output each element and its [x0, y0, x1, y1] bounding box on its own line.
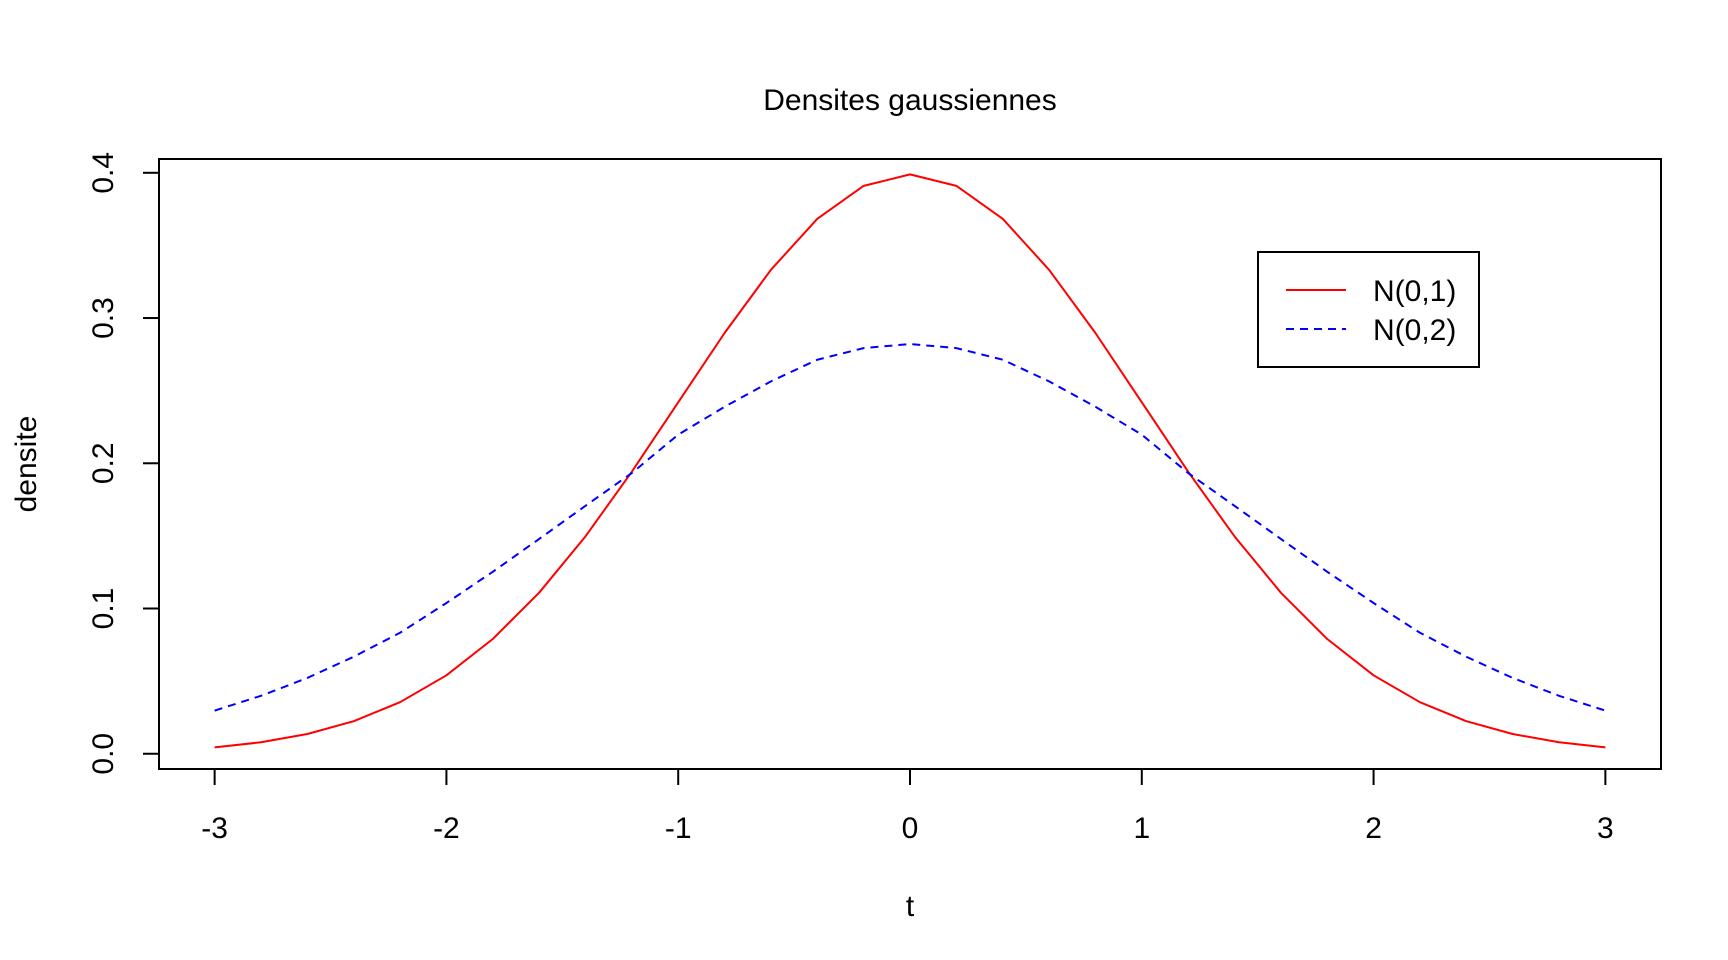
series-line-n02	[214, 343, 1606, 712]
legend-box	[1257, 251, 1480, 368]
y-axis: 0.0 0.1 0.2 0.3 0.4	[87, 152, 160, 775]
y-axis-label: densite	[10, 416, 43, 513]
y-tick-label: 0.3	[87, 297, 120, 339]
chart-title: Densites gaussiennes	[763, 84, 1057, 117]
legend: N(0,1) N(0,2)	[1257, 251, 1480, 368]
x-tick-label: 2	[1365, 812, 1382, 845]
series-layer	[214, 173, 1606, 749]
series-line-n01	[214, 173, 1606, 749]
plot-area-box	[158, 158, 1662, 770]
y-tick-label: 0.2	[87, 442, 120, 484]
x-tick-label: 1	[1133, 812, 1150, 845]
y-tick-label: 0.0	[87, 733, 120, 775]
y-tick-label: 0.1	[87, 588, 120, 630]
legend-label-n02: N(0,2)	[1373, 314, 1456, 347]
x-tick-label: -2	[433, 812, 460, 845]
x-tick-label: -3	[201, 812, 228, 845]
x-axis: -3 -2 -1 0 1 2 3	[201, 768, 1614, 845]
legend-label-n01: N(0,1)	[1373, 275, 1456, 308]
x-axis-label: t	[906, 890, 915, 923]
y-tick-label: 0.4	[87, 152, 120, 194]
x-tick-label: 3	[1597, 812, 1614, 845]
x-tick-label: 0	[902, 812, 919, 845]
x-tick-label: -1	[665, 812, 692, 845]
